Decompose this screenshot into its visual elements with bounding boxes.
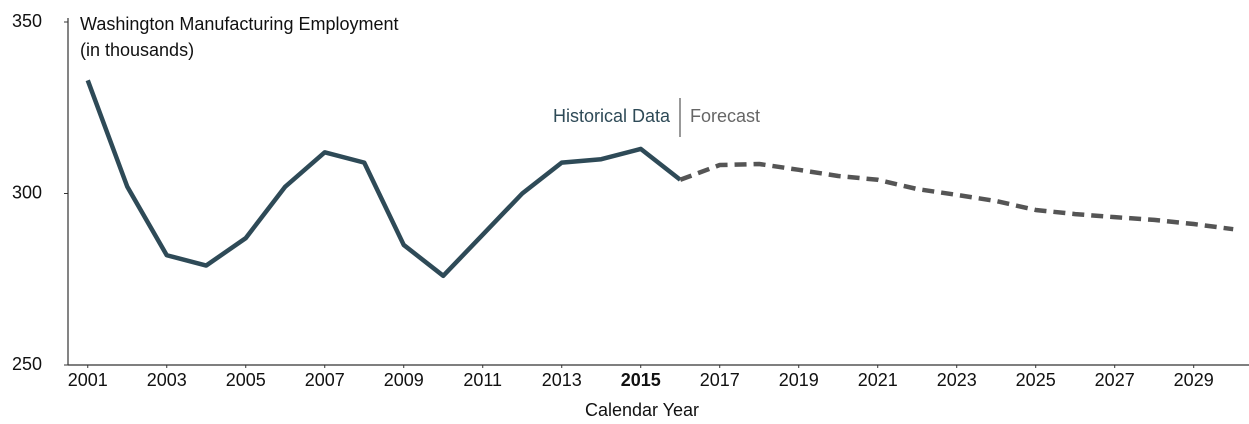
- x-axis-label: Calendar Year: [585, 400, 699, 420]
- y-tick-label: 350: [12, 11, 42, 31]
- x-tick-label: 2025: [1016, 370, 1056, 390]
- x-tick-label: 2023: [937, 370, 977, 390]
- x-tick-label: 2019: [779, 370, 819, 390]
- x-tick-label: 2015: [621, 370, 661, 390]
- x-tick-label: 2005: [226, 370, 266, 390]
- x-tick-label: 2009: [384, 370, 424, 390]
- x-tick-label: 2017: [700, 370, 740, 390]
- y-tick-label: 250: [12, 354, 42, 374]
- series-line: [85, 79, 682, 279]
- x-tick-label: 2007: [305, 370, 345, 390]
- x-tick-label: 2021: [858, 370, 898, 390]
- annotation: Historical Data: [553, 106, 671, 126]
- series-line: [679, 161, 1234, 232]
- x-tick-label: 2011: [463, 370, 502, 390]
- chart-subtitle: (in thousands): [80, 40, 194, 60]
- annotation: Forecast: [690, 106, 760, 126]
- x-tick-label: 2029: [1174, 370, 1214, 390]
- chart-title: Washington Manufacturing Employment: [80, 14, 399, 34]
- y-tick-label: 300: [12, 182, 42, 202]
- x-tick-label: 2027: [1095, 370, 1135, 390]
- x-tick-label: 2003: [147, 370, 187, 390]
- x-tick-label: 2001: [68, 370, 108, 390]
- x-tick-label: 2013: [542, 370, 582, 390]
